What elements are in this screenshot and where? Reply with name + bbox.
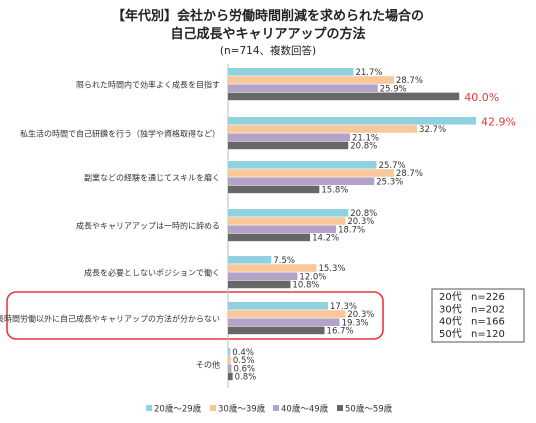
- bar: [228, 117, 476, 125]
- data-label: 12.0%: [299, 272, 326, 282]
- bar: [228, 256, 272, 264]
- bars-layer: [228, 68, 476, 381]
- bar: [228, 68, 354, 76]
- sample-size-frame: [431, 288, 525, 343]
- category-label: 成長やキャリアアップは一時的に諦める: [76, 220, 220, 230]
- data-label: 42.9%: [481, 116, 516, 129]
- legend-swatch: [337, 405, 343, 411]
- data-label: 0.8%: [235, 373, 257, 383]
- chart-title: 【年代別】会社から労働時間削減を求められた場合の: [112, 8, 424, 24]
- sample-size-value: n=120: [471, 329, 505, 340]
- data-label: 25.9%: [380, 84, 407, 94]
- data-label: 25.7%: [379, 161, 406, 171]
- bar: [228, 141, 349, 150]
- bar: [228, 217, 346, 225]
- data-label: 20.8%: [350, 209, 377, 219]
- bar: [228, 356, 231, 364]
- bar: [228, 169, 394, 177]
- sample-size-value: n=202: [471, 304, 505, 315]
- bar: [228, 302, 329, 310]
- category-label: 成長を必要としないポジションで働く: [84, 267, 220, 277]
- legend-entry: 40歳～49歳: [281, 404, 329, 415]
- data-label: 0.6%: [233, 364, 255, 374]
- chart-subtitle: (n=714、複数回答): [220, 44, 316, 57]
- bar: [228, 372, 233, 381]
- data-label: 18.7%: [338, 225, 365, 235]
- bar: [228, 264, 317, 272]
- bar: [228, 76, 394, 84]
- bar: [228, 326, 325, 335]
- value-labels: 21.7%28.7%25.9%40.0%42.9%32.7%21.1%20.8%…: [232, 68, 516, 383]
- bar: [228, 364, 232, 372]
- data-label: 20.8%: [350, 142, 377, 152]
- legend-swatch: [210, 405, 216, 411]
- category-label: その他: [196, 359, 220, 369]
- category-label: 私生活の時間で自己研鑽を行う（独学や資格取得など）: [20, 128, 220, 138]
- data-label: 0.4%: [232, 348, 254, 358]
- bar: [228, 310, 346, 318]
- data-label: 16.7%: [327, 327, 354, 337]
- sample-size-label: 20代: [439, 291, 462, 303]
- bar: [228, 177, 375, 185]
- data-label: 15.3%: [318, 264, 345, 274]
- data-label: 15.8%: [321, 186, 348, 196]
- data-label: 20.3%: [347, 310, 374, 320]
- data-label: 10.8%: [292, 281, 319, 291]
- data-label: 21.1%: [352, 133, 379, 143]
- bar: [228, 225, 337, 233]
- data-label: 28.7%: [396, 169, 423, 179]
- data-label: 7.5%: [273, 256, 295, 266]
- sample-size-label: 50代: [439, 328, 462, 340]
- data-label: 21.7%: [355, 68, 382, 78]
- bar: [228, 318, 340, 326]
- bar: [228, 233, 311, 242]
- bar: [228, 348, 231, 356]
- category-labels: 限られた時間内で効率よく成長を目指す私生活の時間で自己研鑽を行う（独学や資格取得…: [0, 79, 220, 369]
- legend-entry: 30歳～39歳: [218, 404, 266, 415]
- sample-size-label: 40代: [439, 316, 462, 328]
- legend-entry: 20歳～29歳: [154, 404, 202, 415]
- data-label: 0.5%: [233, 356, 255, 366]
- data-label: 32.7%: [419, 125, 446, 135]
- chart-title-line2: 自己成長やキャリアアップの方法: [170, 26, 365, 42]
- bar: [228, 125, 418, 133]
- legend: 20歳～29歳 30歳～39歳 40歳～49歳 50歳～59歳: [146, 404, 393, 415]
- data-label: 19.3%: [342, 318, 369, 328]
- legend-swatch: [273, 405, 279, 411]
- legend-entry: 50歳～59歳: [345, 404, 393, 415]
- sample-size-label: 30代: [439, 303, 462, 315]
- data-label: 25.3%: [376, 177, 403, 187]
- highlight-box: [6, 291, 384, 340]
- category-label: 限られた時間内で効率よく成長を目指す: [76, 79, 220, 89]
- bar: [228, 280, 291, 289]
- bar: [228, 185, 320, 194]
- data-label: 14.2%: [312, 234, 339, 244]
- data-label: 17.3%: [330, 302, 357, 312]
- bar: [228, 209, 349, 217]
- data-label: 28.7%: [396, 76, 423, 86]
- bar: [228, 161, 377, 169]
- bar: [228, 133, 350, 141]
- bar: [228, 84, 378, 92]
- category-label: 副業などの経験を通じてスキルを磨く: [84, 172, 220, 182]
- legend-swatch: [146, 405, 152, 411]
- sample-size-value: n=166: [471, 317, 505, 328]
- bar: [228, 272, 298, 280]
- data-label: 40.0%: [464, 91, 499, 104]
- sample-size-box: 20代 n=226 30代 n=202 40代 n=166 50代 n=120: [431, 288, 525, 343]
- sample-size-value: n=226: [471, 292, 505, 303]
- category-label: 長時間労働以外に自己成長やキャリアップの方法が分からない: [0, 313, 220, 323]
- data-label: 20.3%: [347, 217, 374, 227]
- bar: [228, 92, 460, 101]
